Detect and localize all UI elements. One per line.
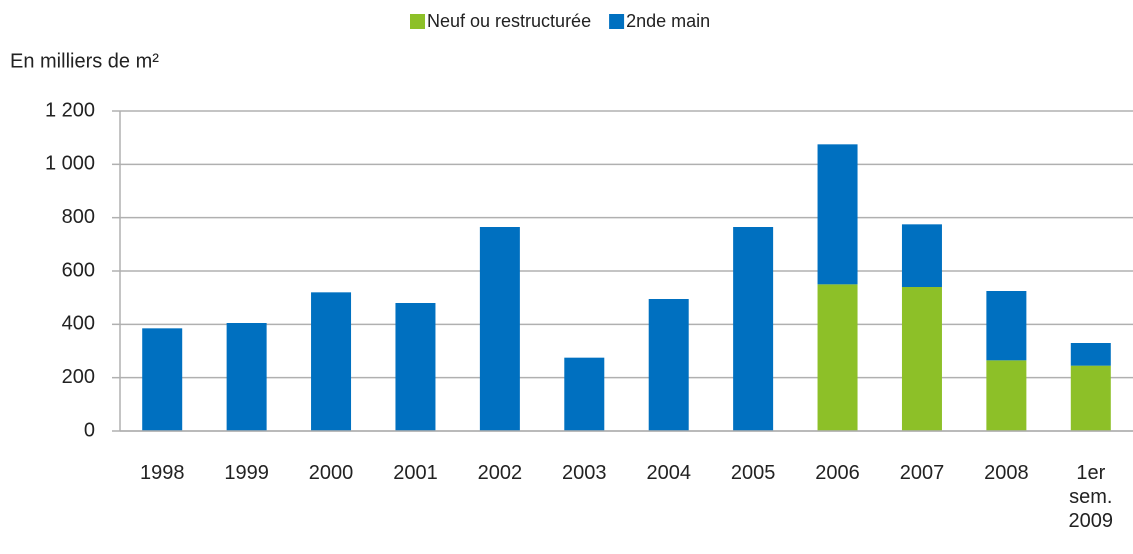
- bar-segment: [901, 224, 942, 287]
- x-tick-label-box: 2007: [899, 462, 945, 484]
- x-tick-label-box: 2006: [815, 462, 860, 484]
- legend-swatch: [410, 14, 425, 29]
- y-tick-label: 600: [62, 259, 95, 281]
- x-tick-label: 2005: [730, 462, 776, 484]
- x-tick-label: 1er sem. 2009: [1068, 462, 1114, 532]
- y-tick-label: 1 000: [45, 153, 95, 175]
- y-tick-label: 400: [62, 313, 95, 335]
- x-tick-label: 2007: [899, 462, 945, 484]
- x-tick-label-box: 2005: [730, 462, 776, 484]
- bar-segment: [311, 292, 352, 431]
- x-tick-label-box: 2008: [984, 462, 1029, 484]
- bar-segment: [986, 360, 1027, 431]
- x-tick-label-box: 1999: [224, 462, 269, 484]
- bar-segment: [1070, 365, 1111, 431]
- legend-label: 2nde main: [626, 11, 710, 31]
- x-tick-label-box: 1998: [139, 462, 185, 484]
- bar-segment: [817, 284, 858, 431]
- x-tick-label: 2004: [646, 462, 691, 484]
- x-tick-label: 2008: [984, 462, 1029, 484]
- bar-segment: [986, 291, 1027, 361]
- y-tick-label: 200: [62, 366, 95, 388]
- x-tick-label: 2002: [477, 462, 523, 484]
- x-tick-label: 1998: [139, 462, 185, 484]
- bar-segment: [648, 299, 689, 431]
- x-tick-label: 2003: [562, 462, 607, 484]
- bar-segment: [1070, 343, 1111, 366]
- bar-segment: [817, 144, 858, 285]
- x-tick-label: 2006: [815, 462, 860, 484]
- y-tick-label: 1 200: [45, 99, 95, 121]
- x-tick-label-box: 2000: [308, 462, 354, 484]
- bar-segment: [479, 227, 520, 431]
- bar-segment: [226, 323, 267, 431]
- x-tick-label-box: 1er sem. 2009: [1068, 462, 1114, 532]
- x-tick-label-box: 2004: [646, 462, 691, 484]
- bar-segment: [395, 303, 436, 431]
- x-tick-label: 2000: [308, 462, 354, 484]
- bar-segment: [142, 328, 183, 431]
- x-tick-label: 1999: [224, 462, 269, 484]
- x-tick-label: 2001: [393, 462, 438, 484]
- y-axis-title: En milliers de m²: [10, 50, 159, 72]
- y-tick-label: 800: [62, 206, 95, 228]
- bar-segment: [901, 287, 942, 431]
- bar-segment: [564, 357, 605, 431]
- legend-swatch: [609, 14, 625, 29]
- bar-segment: [733, 227, 774, 431]
- y-tick-label: 0: [84, 419, 95, 441]
- x-tick-label-box: 2002: [477, 462, 523, 484]
- legend-label: Neuf ou restructurée: [427, 11, 591, 31]
- x-tick-label-box: 2003: [562, 462, 607, 484]
- x-tick-label-box: 2001: [393, 462, 438, 484]
